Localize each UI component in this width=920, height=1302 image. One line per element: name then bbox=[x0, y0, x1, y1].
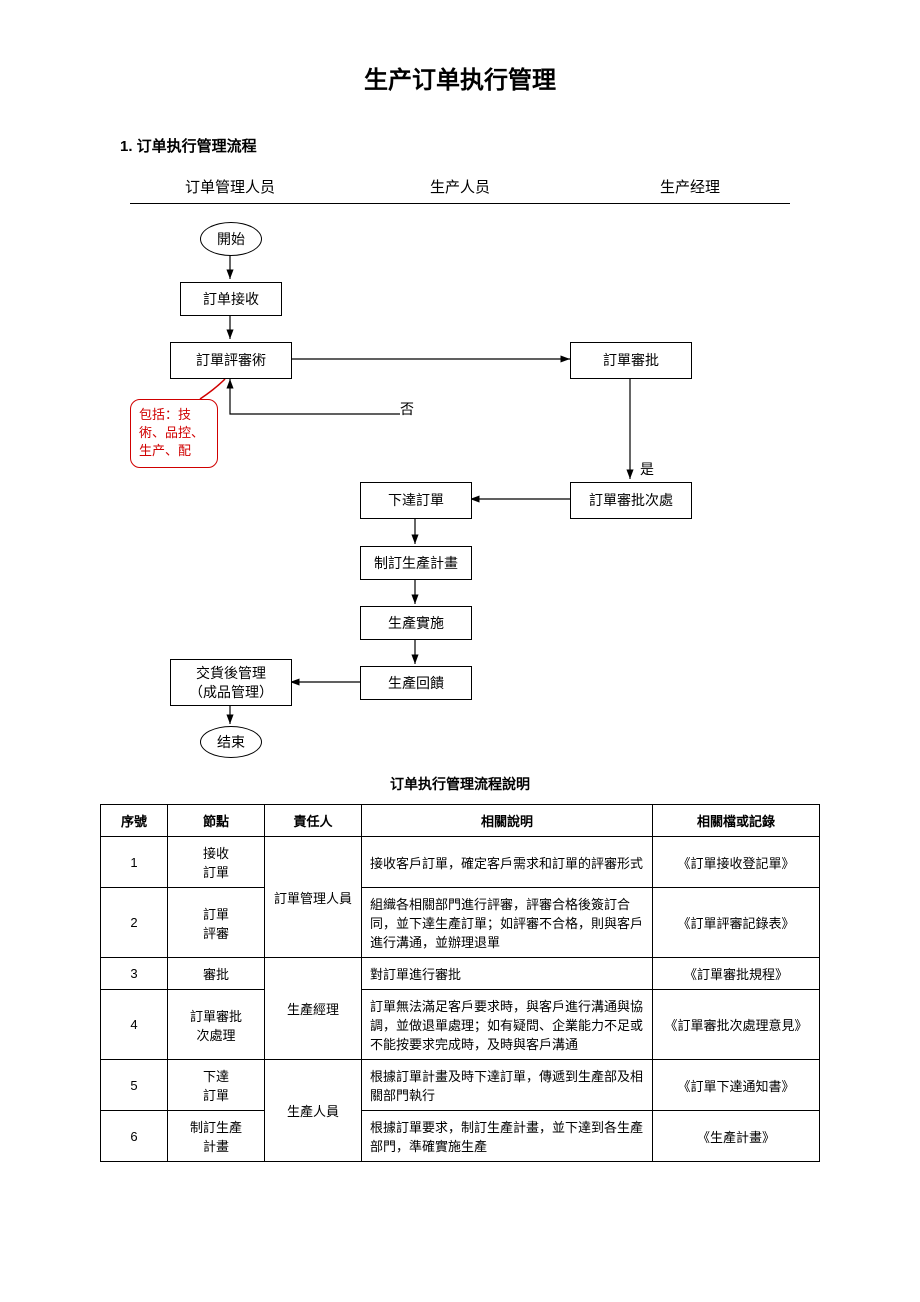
cell-resp: 生產人員 bbox=[265, 1060, 362, 1162]
node-review: 訂單評審術 bbox=[170, 342, 292, 379]
edge-label-yes: 是 bbox=[640, 459, 654, 479]
swimlane-headers: 订单管理人员 生产人员 生产经理 bbox=[130, 176, 790, 204]
table-row: 6 制訂生產 計畫 根據訂單要求，制訂生產計畫，並下達到各生產部門，準確實施生產… bbox=[101, 1111, 820, 1162]
th-doc: 相關檔或記錄 bbox=[653, 805, 820, 837]
cell-resp: 生產經理 bbox=[265, 958, 362, 1060]
lane-header-1: 订单管理人员 bbox=[130, 176, 330, 203]
cell-node: 接收 訂單 bbox=[168, 837, 265, 888]
flowchart: 開始 訂单接收 訂單評審術 包括：技術、品控、生产、配 交貨後管理 （成品管理）… bbox=[130, 204, 790, 764]
lane-header-3: 生产经理 bbox=[590, 176, 790, 203]
cell-node: 訂單 評審 bbox=[168, 888, 265, 958]
th-no: 序號 bbox=[101, 805, 168, 837]
node-approve: 訂單審批 bbox=[570, 342, 692, 379]
node-feedback: 生產回饋 bbox=[360, 666, 472, 700]
cell-resp: 訂單管理人員 bbox=[265, 837, 362, 958]
table-row: 4 訂單審批 次處理 訂單無法滿足客戶要求時，與客戶進行溝通與協調，並做退單處理… bbox=[101, 990, 820, 1060]
th-resp: 責任人 bbox=[265, 805, 362, 837]
node-start: 開始 bbox=[200, 222, 262, 256]
section-heading: 1. 订单执行管理流程 bbox=[120, 135, 820, 156]
table-header-row: 序號 節點 責任人 相關說明 相關檔或記錄 bbox=[101, 805, 820, 837]
node-rehandle: 訂單審批次處 bbox=[570, 482, 692, 519]
cell-node: 制訂生產 計畫 bbox=[168, 1111, 265, 1162]
node-issue: 下達訂單 bbox=[360, 482, 472, 519]
cell-node: 下達 訂單 bbox=[168, 1060, 265, 1111]
callout-review: 包括：技術、品控、生产、配 bbox=[130, 399, 218, 468]
node-end: 结束 bbox=[200, 726, 262, 758]
th-node: 節點 bbox=[168, 805, 265, 837]
lane-header-2: 生产人员 bbox=[330, 176, 590, 203]
table-row: 1 接收 訂單 訂單管理人員 接收客戶訂單，確定客戶需求和訂單的評審形式 《訂單… bbox=[101, 837, 820, 888]
table-row: 2 訂單 評審 組織各相關部門進行評審，評審合格後簽訂合同，並下達生產訂單；如評… bbox=[101, 888, 820, 958]
cell-node: 訂單審批 次處理 bbox=[168, 990, 265, 1060]
node-postdelivery: 交貨後管理 （成品管理） bbox=[170, 659, 292, 706]
node-produce: 生產實施 bbox=[360, 606, 472, 640]
node-plan: 制訂生產計畫 bbox=[360, 546, 472, 580]
table-title: 订单执行管理流程說明 bbox=[100, 774, 820, 794]
table-row: 3 審批 生產經理 對訂單進行審批 《訂單審批規程》 bbox=[101, 958, 820, 990]
table-row: 5 下達 訂單 生產人員 根據訂單計畫及時下達訂單，傳遞到生產部及相關部門執行 … bbox=[101, 1060, 820, 1111]
edge-label-no: 否 bbox=[400, 399, 414, 419]
document-page: 生产订单执行管理 1. 订单执行管理流程 订单管理人员 生产人员 生产经理 bbox=[0, 0, 920, 1222]
th-desc: 相關說明 bbox=[362, 805, 653, 837]
page-title: 生产订单执行管理 bbox=[100, 60, 820, 95]
node-receive: 訂单接收 bbox=[180, 282, 282, 316]
description-table: 序號 節點 責任人 相關說明 相關檔或記錄 1 接收 訂單 訂單管理人員 接收客… bbox=[100, 804, 820, 1162]
